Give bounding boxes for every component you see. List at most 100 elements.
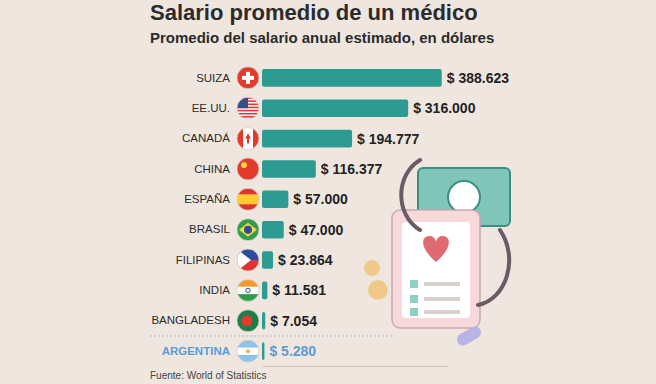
y-tick: SUIZA xyxy=(196,72,230,84)
data-label: $ 7.054 xyxy=(270,313,317,329)
y-tick-label: CHINA xyxy=(194,163,230,175)
coin xyxy=(368,280,388,300)
y-tick: CHINA xyxy=(194,163,230,175)
flag-fill xyxy=(237,340,259,362)
y-tick-label: ESPAÑA xyxy=(184,193,230,205)
y-tick: BANGLADESH xyxy=(151,314,230,326)
flag-part xyxy=(237,219,259,241)
flag-part xyxy=(237,67,259,89)
flag-part xyxy=(237,128,259,150)
flag-part xyxy=(237,113,259,115)
x-axis xyxy=(263,366,448,367)
y-tick-label: ARGENTINA xyxy=(162,345,230,357)
subtitle: Promedio del salario anual estimado, en … xyxy=(150,29,494,46)
y-tick-label: BANGLADESH xyxy=(151,314,230,326)
pill xyxy=(455,324,484,347)
flag-outline xyxy=(237,279,259,301)
bar xyxy=(262,282,267,300)
flag-outline xyxy=(237,310,259,332)
flag-fill xyxy=(237,310,259,332)
flag-outline xyxy=(237,67,259,89)
illustration xyxy=(364,160,510,348)
text-line xyxy=(424,297,460,301)
y-tick-label: EE.UU. xyxy=(192,102,230,114)
flag-part xyxy=(237,110,259,112)
flag-outline xyxy=(237,128,259,150)
text-line xyxy=(424,282,460,286)
x-axis-line xyxy=(263,366,448,367)
flag-part xyxy=(237,340,259,362)
y-tick-label: SUIZA xyxy=(196,72,230,84)
flag-part xyxy=(241,162,247,168)
bar xyxy=(262,251,273,269)
bar xyxy=(262,221,284,239)
background xyxy=(0,0,656,384)
flag-fill xyxy=(237,249,259,271)
bar xyxy=(262,69,442,87)
flag-fill xyxy=(237,67,259,89)
flag-outline xyxy=(237,249,259,271)
flag-fill xyxy=(237,128,259,150)
y-tick-label: BRASIL xyxy=(189,223,231,235)
y-tick-label: FILIPINAS xyxy=(176,254,231,266)
text-line xyxy=(424,310,460,314)
flag-part xyxy=(242,76,254,80)
flag-part xyxy=(237,194,259,204)
flag xyxy=(237,249,259,271)
flag-part xyxy=(237,287,259,294)
y-axis: SUIZA EE.UU. CANADÁ CHINA ESPAÑA BRASIL FILIPI… xyxy=(151,72,230,357)
bar xyxy=(262,191,288,209)
data-label: $ 194.777 xyxy=(357,131,419,147)
flag-fill xyxy=(237,188,259,210)
flag-part xyxy=(237,97,259,119)
flag xyxy=(237,340,259,362)
check-box xyxy=(410,308,418,316)
flag-part xyxy=(237,249,251,271)
source: Fuente: World of Statistics xyxy=(150,370,267,381)
check-box xyxy=(410,280,418,288)
flag-outline xyxy=(237,158,259,180)
check-box xyxy=(410,295,418,303)
y-tick: CANADÁ xyxy=(182,132,230,144)
flag xyxy=(237,158,259,180)
flag-outline xyxy=(237,340,259,362)
flag-part xyxy=(245,134,251,144)
y-tick: EE.UU. xyxy=(192,102,230,114)
clipboard xyxy=(392,210,480,328)
data-label: $ 116.377 xyxy=(321,161,383,177)
flag-part xyxy=(237,310,259,332)
flag-fill xyxy=(237,158,259,180)
data-label: $ 23.864 xyxy=(278,252,333,268)
flag-part xyxy=(237,188,259,210)
data-label: $ 11.581 xyxy=(272,282,326,298)
flag xyxy=(237,67,259,89)
flag-outline xyxy=(237,188,259,210)
y-tick: BRASIL xyxy=(189,223,231,235)
clipboard-paper xyxy=(402,222,470,318)
bar xyxy=(262,312,265,330)
flag-part xyxy=(237,348,259,355)
flag-outline xyxy=(237,219,259,241)
title: Salario promedio de un médico xyxy=(150,0,478,25)
coin xyxy=(364,260,380,276)
y-tick: ARGENTINA xyxy=(162,345,230,357)
flag-fill xyxy=(237,219,259,241)
flag-part xyxy=(239,223,257,237)
flag xyxy=(237,128,259,150)
data-label: $ 57.000 xyxy=(293,191,348,207)
flag-fill xyxy=(237,97,259,119)
flag-part xyxy=(246,288,250,292)
data-label: $ 388.623 xyxy=(447,70,509,86)
y-tick-label: INDIA xyxy=(199,284,230,296)
y-tick: ESPAÑA xyxy=(184,193,230,205)
data-label: $ 47.000 xyxy=(289,222,344,238)
chart-root: Salario promedio de un médico Promedio de… xyxy=(0,0,656,384)
flag-part xyxy=(244,226,252,234)
flag xyxy=(237,188,259,210)
flag xyxy=(237,97,259,119)
bar xyxy=(262,99,408,117)
flag-part xyxy=(237,158,259,180)
money-coin xyxy=(448,181,480,213)
flag-fill xyxy=(237,279,259,301)
y-tick: FILIPINAS xyxy=(176,254,231,266)
